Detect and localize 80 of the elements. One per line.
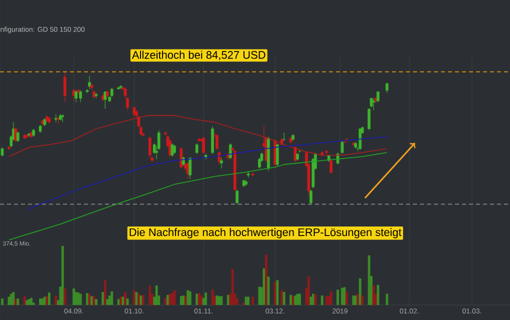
bar — [343, 287, 346, 305]
candlestick — [148, 136, 152, 158]
bar — [110, 291, 114, 305]
bar — [23, 296, 26, 305]
candlestick — [16, 131, 20, 142]
candlestick — [188, 158, 192, 180]
bar — [368, 255, 370, 305]
bar — [231, 268, 234, 305]
bar — [276, 280, 279, 305]
bar — [30, 298, 33, 305]
bar — [267, 276, 270, 305]
bar — [8, 296, 10, 305]
bar — [77, 292, 80, 305]
candlestick — [370, 98, 373, 108]
bar — [356, 294, 360, 305]
bar — [48, 292, 50, 305]
bar — [247, 296, 250, 305]
bar — [320, 296, 324, 305]
candlestick — [343, 140, 346, 144]
candlestick — [220, 158, 223, 169]
bar — [188, 291, 192, 305]
bar — [298, 294, 301, 305]
bar — [262, 268, 266, 305]
bar — [186, 290, 190, 305]
candlestick — [170, 143, 174, 157]
candlestick — [386, 82, 388, 94]
bar — [92, 296, 96, 305]
candlestick — [309, 189, 312, 205]
bar — [204, 292, 208, 305]
bar — [61, 246, 64, 305]
candlestick — [63, 72, 66, 103]
bar — [54, 296, 58, 305]
bar — [307, 276, 310, 305]
bar — [1, 298, 4, 305]
candlestick — [368, 108, 371, 130]
ref-line-label: Allzeithoch bei 84,527 USD — [132, 50, 266, 60]
bar — [336, 290, 339, 305]
candlestick — [88, 75, 91, 90]
bar — [220, 296, 223, 305]
bar — [106, 299, 109, 305]
candlestick — [276, 143, 279, 166]
bar — [358, 278, 362, 305]
bar — [16, 298, 20, 305]
bar — [44, 296, 46, 305]
candlestick — [110, 87, 114, 98]
bar — [94, 299, 98, 305]
bar — [361, 296, 364, 305]
bar — [102, 292, 104, 305]
candlestick — [0, 146, 4, 157]
bar — [86, 293, 88, 305]
candlestick — [330, 158, 332, 174]
bar — [124, 292, 127, 305]
bar — [386, 294, 388, 305]
bar — [148, 285, 152, 305]
candlestick — [195, 143, 198, 154]
bar — [236, 298, 238, 305]
bar — [104, 280, 106, 305]
bar — [64, 288, 66, 305]
candlestick — [236, 189, 239, 205]
bar — [372, 285, 375, 305]
bar — [166, 294, 169, 305]
bar — [79, 294, 82, 305]
bar — [264, 254, 268, 305]
bar — [330, 291, 332, 305]
candlestick — [218, 150, 221, 165]
bar — [12, 292, 15, 305]
bar — [314, 294, 317, 305]
text: Die Nachfrage nach hochwertigen ERP-Lösungen steigt — [130, 228, 402, 238]
candlestick — [216, 134, 218, 150]
bar — [155, 285, 158, 305]
bar — [294, 296, 296, 305]
candlestick — [173, 144, 176, 154]
candlestick — [211, 126, 214, 154]
candlestick — [372, 98, 375, 111]
bar — [345, 291, 348, 305]
bar — [72, 288, 76, 305]
bar — [376, 284, 380, 305]
bar — [310, 296, 312, 305]
candlestick — [340, 140, 344, 154]
bar — [252, 296, 254, 305]
